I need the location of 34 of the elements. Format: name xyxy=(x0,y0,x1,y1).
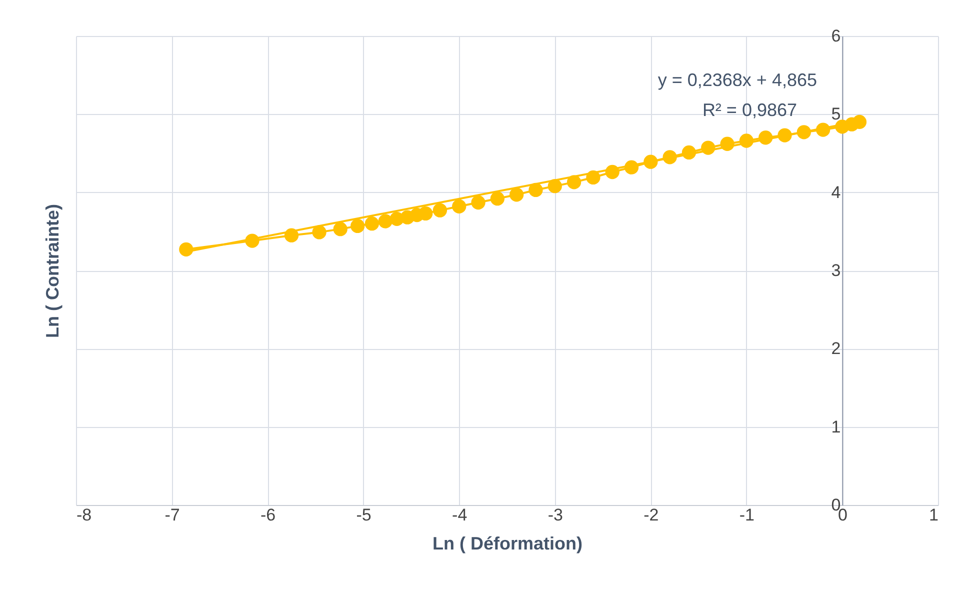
point xyxy=(350,218,365,233)
point xyxy=(333,222,348,236)
x-tick-label: 1 xyxy=(929,506,938,524)
point xyxy=(548,179,562,194)
point xyxy=(490,192,504,206)
annotation: y = 0,2368x + 4,865 xyxy=(658,70,817,90)
point xyxy=(418,206,433,220)
point xyxy=(471,195,486,210)
y-tick-label: 6 xyxy=(831,26,841,46)
point xyxy=(364,216,380,231)
x-tick-label: -8 xyxy=(76,506,92,524)
y-axis-title: Ln ( Contrainte) xyxy=(42,204,62,338)
annotation: R² = 0,9867 xyxy=(702,100,797,120)
y-tick-label: 2 xyxy=(831,339,841,358)
x-tick-label: -1 xyxy=(739,506,755,524)
x-axis-title: Ln ( Déformation) xyxy=(432,534,582,554)
x-tick-label: -7 xyxy=(164,506,180,524)
point xyxy=(432,203,448,218)
point xyxy=(378,214,392,228)
y-tick-label: 4 xyxy=(831,182,841,202)
point xyxy=(179,242,194,256)
point xyxy=(510,188,524,202)
x-tick-label: -2 xyxy=(644,506,659,524)
point xyxy=(452,199,466,214)
x-tick-label: -5 xyxy=(356,506,372,524)
point xyxy=(312,225,326,240)
point xyxy=(852,114,867,130)
y-tick-label: 1 xyxy=(831,417,841,436)
x-tick-label: -6 xyxy=(260,506,276,524)
x-tick-label: -3 xyxy=(548,506,563,524)
y-tick-label: 3 xyxy=(831,261,841,280)
x-tick-label: -4 xyxy=(452,506,468,524)
point xyxy=(528,182,543,198)
y-tick-label: 5 xyxy=(831,104,841,124)
